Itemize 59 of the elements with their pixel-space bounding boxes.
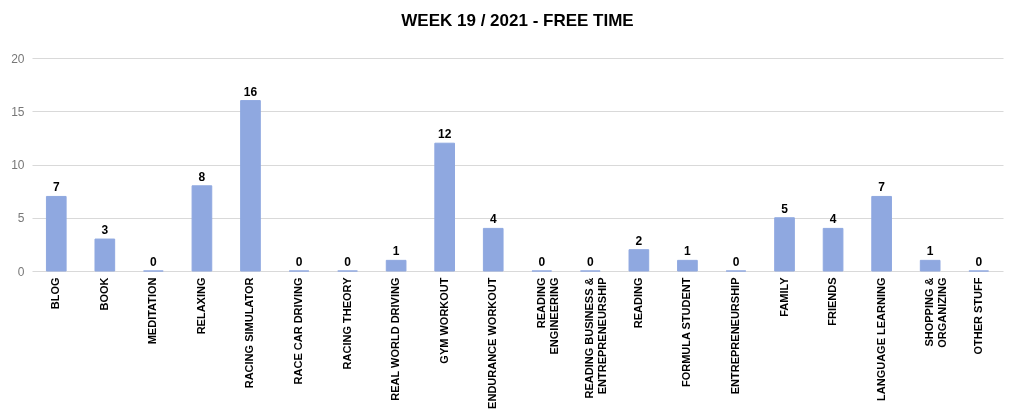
x-tick-label: RACE CAR DRIVING	[292, 277, 305, 385]
data-label: 12	[438, 127, 452, 142]
data-label: 5	[781, 201, 789, 216]
x-tick-label: SHOPPING & ORGANIZING	[923, 277, 949, 348]
data-label: 0	[538, 255, 546, 269]
x-tick-label: RACING THEORY	[340, 276, 353, 370]
bar	[482, 227, 504, 272]
data-label: 16	[243, 84, 258, 99]
x-tick-label: MEDITATION	[146, 277, 159, 345]
bar	[45, 195, 67, 272]
y-tick-label: 5	[17, 211, 25, 226]
data-label: 3	[101, 223, 109, 238]
data-label: 0	[975, 255, 983, 269]
x-tick-label: LANGUAGE LEARNING	[874, 277, 887, 401]
x-tick-label: FRIENDS	[826, 277, 839, 326]
x-tick-label: GYM WORKOUT	[437, 277, 450, 364]
y-tick-label: 15	[11, 104, 25, 119]
bar	[434, 142, 456, 272]
bar	[385, 259, 407, 272]
x-tick-label: REAL WORLD DRIVING	[389, 277, 402, 401]
bar	[774, 217, 795, 272]
x-tick-label: RELAXING	[194, 277, 207, 335]
bar	[191, 185, 213, 272]
x-tick-label: OTHER STUFF	[971, 277, 984, 355]
data-label: 7	[52, 180, 60, 195]
x-tick-label: BLOG	[49, 277, 62, 310]
data-label: 4	[829, 212, 837, 227]
x-tick-label: ENDURANCE WORKOUT	[486, 277, 499, 409]
data-label: 0	[295, 255, 303, 269]
data-label: 1	[926, 244, 934, 259]
data-label: 1	[684, 244, 692, 259]
data-label: 2	[635, 233, 643, 248]
x-tick-label: FAMILY	[777, 276, 790, 317]
data-label: 0	[344, 255, 352, 269]
x-tick-label: RACING SIMULATOR	[243, 277, 256, 389]
bar	[677, 259, 698, 272]
x-tick-label: READING	[631, 277, 644, 329]
y-tick-label: 20	[11, 51, 25, 66]
x-tick-label: READING BUSINESS & ENTREPRENEURSHIP	[583, 277, 609, 399]
x-tick-label: ENTREPRENEURSHIP	[728, 277, 741, 395]
data-label: 4	[489, 212, 497, 227]
bar	[919, 259, 941, 272]
x-tick-label: FORMULA STUDENT	[680, 277, 693, 388]
bar	[628, 249, 650, 272]
x-tick-label: BOOK	[97, 277, 110, 311]
bar	[94, 238, 116, 272]
data-label: 1	[392, 244, 400, 259]
data-label: 0	[586, 255, 594, 269]
data-label: 0	[150, 255, 158, 269]
data-label: 7	[878, 180, 886, 195]
y-tick-label: 0	[17, 264, 25, 279]
data-label: 8	[198, 169, 206, 184]
data-label: 0	[732, 255, 740, 269]
chart-title: WEEK 19 / 2021 - FREE TIME	[401, 11, 634, 30]
bar	[822, 227, 844, 272]
bar	[871, 195, 892, 272]
y-tick-label: 10	[11, 158, 25, 172]
x-tick-label: READING ENGINEERING	[534, 277, 560, 355]
bar	[240, 100, 261, 272]
